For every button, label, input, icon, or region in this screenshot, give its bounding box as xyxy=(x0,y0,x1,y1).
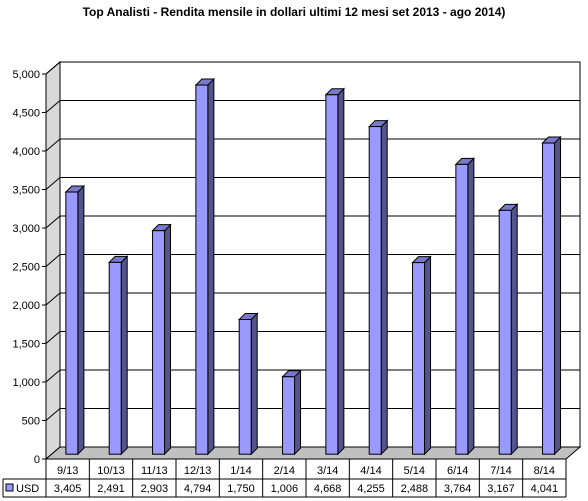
data-table: 9/13 10/13 11/13 12/13 1/14 2/14 3/14 4/14 5/14 6… xyxy=(2,458,567,498)
y-tick-label: 3,000 xyxy=(12,223,40,235)
data-label: 4,255 xyxy=(357,483,385,495)
data-label: 3,167 xyxy=(487,483,515,495)
x-tick-label: 8/14 xyxy=(534,465,555,477)
x-tick-label: 2/14 xyxy=(274,465,295,477)
data-label: 1,006 xyxy=(271,483,299,495)
y-tick-label: 2,500 xyxy=(12,262,40,274)
bar xyxy=(107,255,129,456)
legend-swatch xyxy=(5,483,14,492)
y-tick-label: 5,000 xyxy=(12,69,40,81)
data-label: 3,764 xyxy=(444,483,472,495)
bar xyxy=(367,119,389,456)
data-label: 3,405 xyxy=(54,483,82,495)
bar xyxy=(324,87,346,456)
y-tick-label: 4,500 xyxy=(12,108,40,120)
y-axis-ticks: 0 500 1,000 1,500 2,000 2,500 3,000 3,500 4,000 4… xyxy=(12,69,47,466)
data-label: 2,488 xyxy=(401,483,429,495)
bar xyxy=(411,255,432,456)
x-tick-label: 3/14 xyxy=(317,465,338,477)
y-tick-label: 1,000 xyxy=(12,377,40,389)
bar xyxy=(64,184,86,456)
data-label: 2,903 xyxy=(141,483,169,495)
y-tick-label: 3,500 xyxy=(12,185,40,197)
bar xyxy=(497,203,519,456)
y-tick-label: 500 xyxy=(22,416,40,428)
data-label: 1,750 xyxy=(227,483,255,495)
data-label: 4,668 xyxy=(314,483,342,495)
bar xyxy=(541,135,562,456)
data-label: 4,794 xyxy=(184,483,212,495)
data-label: 2,491 xyxy=(97,483,125,495)
legend-label: USD xyxy=(16,483,39,495)
x-tick-label: 4/14 xyxy=(360,465,381,477)
bars xyxy=(64,77,562,456)
y-tick-label: 0 xyxy=(34,454,40,466)
x-tick-label: 1/14 xyxy=(230,465,251,477)
y-tick-label: 1,500 xyxy=(12,339,40,351)
bar xyxy=(454,157,476,456)
bar xyxy=(194,77,216,456)
x-tick-label: 10/13 xyxy=(97,465,125,477)
grid xyxy=(44,60,582,461)
y-tick-label: 4,000 xyxy=(12,146,40,158)
x-tick-label: 11/13 xyxy=(141,465,168,477)
bar xyxy=(281,369,302,456)
x-tick-label: 6/14 xyxy=(447,465,468,477)
x-tick-label: 7/14 xyxy=(490,465,511,477)
x-tick-label: 12/13 xyxy=(184,465,212,477)
data-label: 4,041 xyxy=(531,483,559,495)
chart-title: Top Analisti - Rendita mensile in dollar… xyxy=(82,5,506,19)
bar xyxy=(151,223,172,456)
bar xyxy=(237,312,259,456)
x-tick-label: 5/14 xyxy=(404,465,425,477)
x-tick-label: 9/13 xyxy=(57,465,78,477)
y-tick-label: 2,000 xyxy=(12,300,40,312)
